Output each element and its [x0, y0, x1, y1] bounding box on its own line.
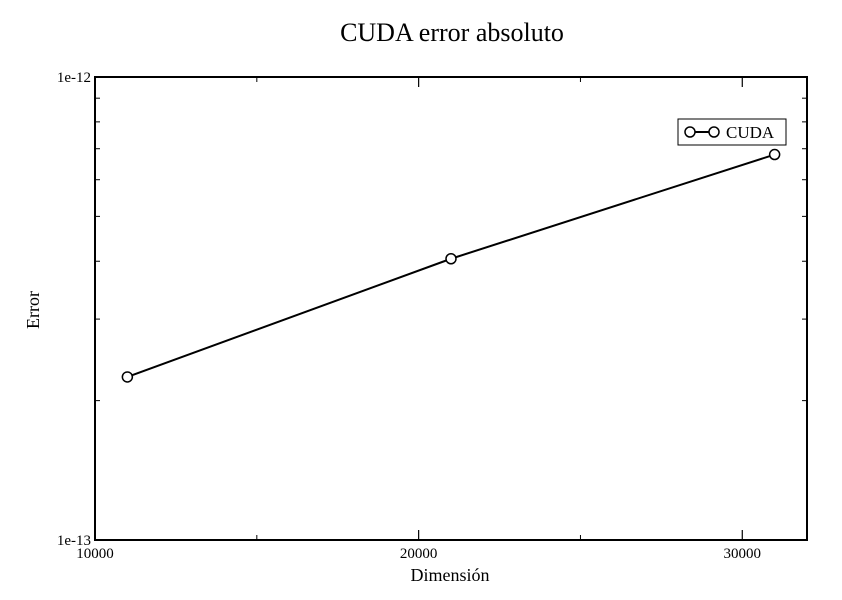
y-tick-label: 1e-13: [57, 533, 91, 549]
legend-label: CUDA: [726, 123, 775, 142]
legend-marker: [684, 126, 696, 138]
plot-area: 10000 20000 30000 1e-13 1e-12 CUDA: [57, 70, 808, 562]
y-tick-label: 1e-12: [57, 70, 91, 86]
x-tick-label: 10000: [76, 546, 114, 562]
x-tick-label: 30000: [724, 546, 762, 562]
series-line-cuda: [127, 153, 775, 378]
x-axis-label: Dimensión: [411, 565, 490, 585]
y-axis-label: Error: [23, 291, 43, 329]
data-point: [121, 371, 134, 383]
chart-title: CUDA error absoluto: [340, 18, 564, 47]
x-tick-label: 20000: [400, 546, 438, 562]
data-point: [445, 252, 457, 265]
plot-frame: [94, 76, 808, 541]
data-point: [768, 148, 781, 161]
legend-marker: [708, 126, 720, 138]
